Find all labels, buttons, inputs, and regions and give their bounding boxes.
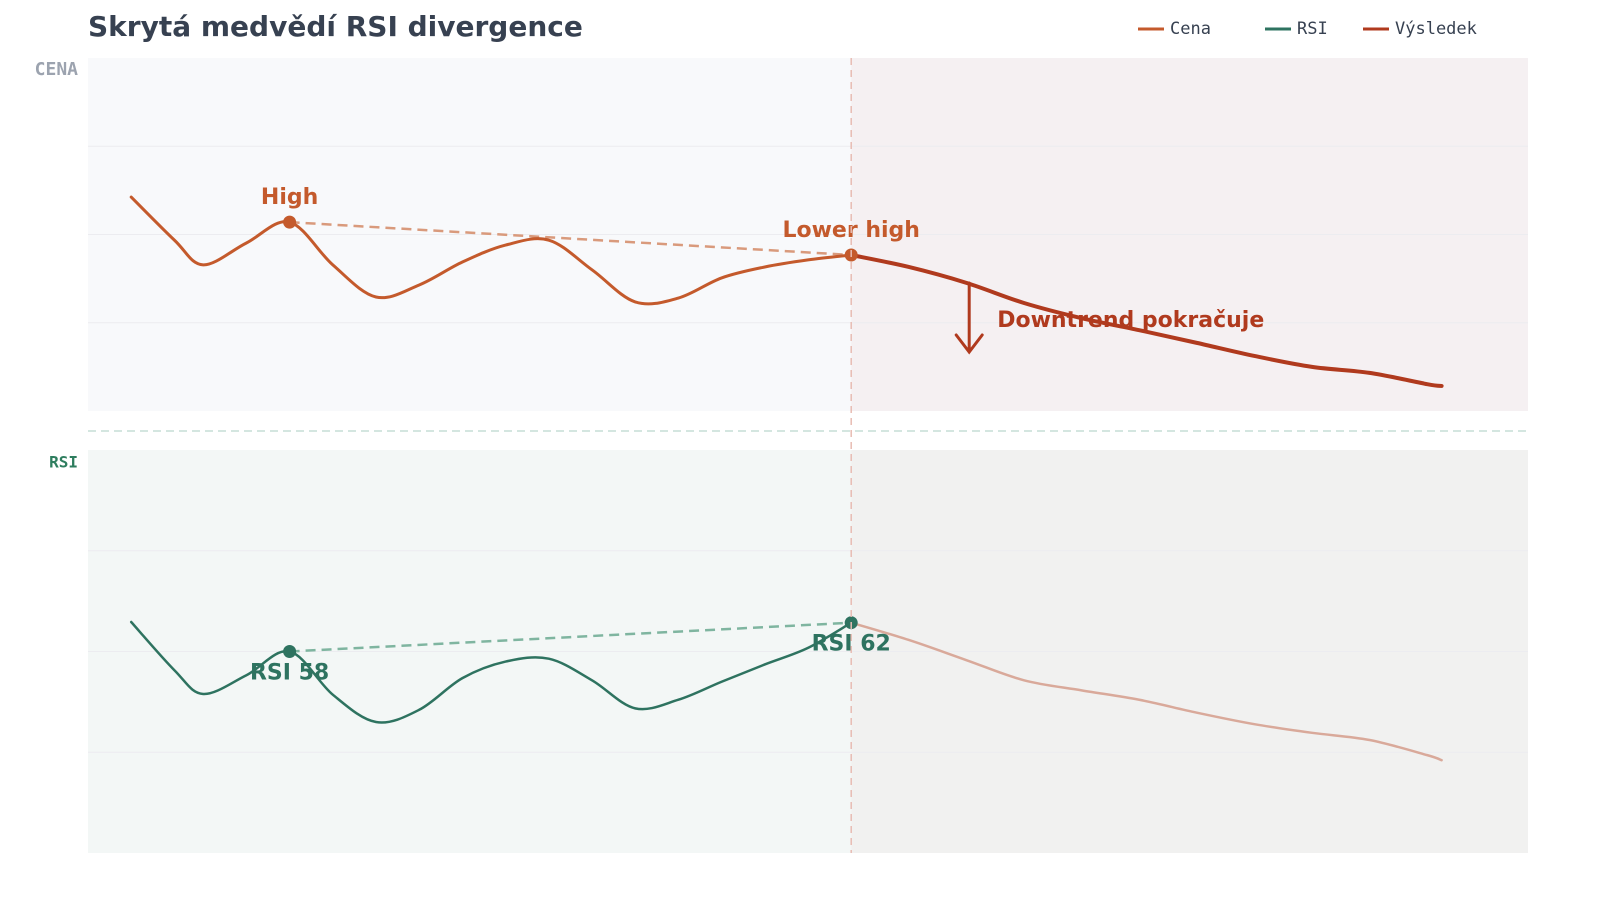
annotation: Downtrend pokračuje	[997, 308, 1264, 333]
annotation-arrow	[954, 281, 984, 355]
series-line	[129, 195, 853, 306]
series-line	[849, 252, 1444, 388]
highlight-label: High	[261, 185, 318, 210]
chart-title: Skrytá medvědí RSI divergence	[88, 10, 583, 43]
divergence-line	[289, 621, 852, 653]
series-line	[129, 620, 853, 724]
legend-label: Cena	[1170, 19, 1211, 39]
legend-label: Výsledek	[1395, 19, 1477, 39]
highlight-point	[283, 215, 297, 229]
panel-label: CENA	[35, 59, 79, 80]
highlight-point	[283, 645, 297, 658]
divergence-line	[289, 220, 852, 257]
series-line	[849, 621, 1443, 762]
panel-label: RSI	[49, 453, 78, 472]
highlight-label: RSI 58	[250, 661, 329, 686]
legend-label: RSI	[1297, 19, 1328, 39]
